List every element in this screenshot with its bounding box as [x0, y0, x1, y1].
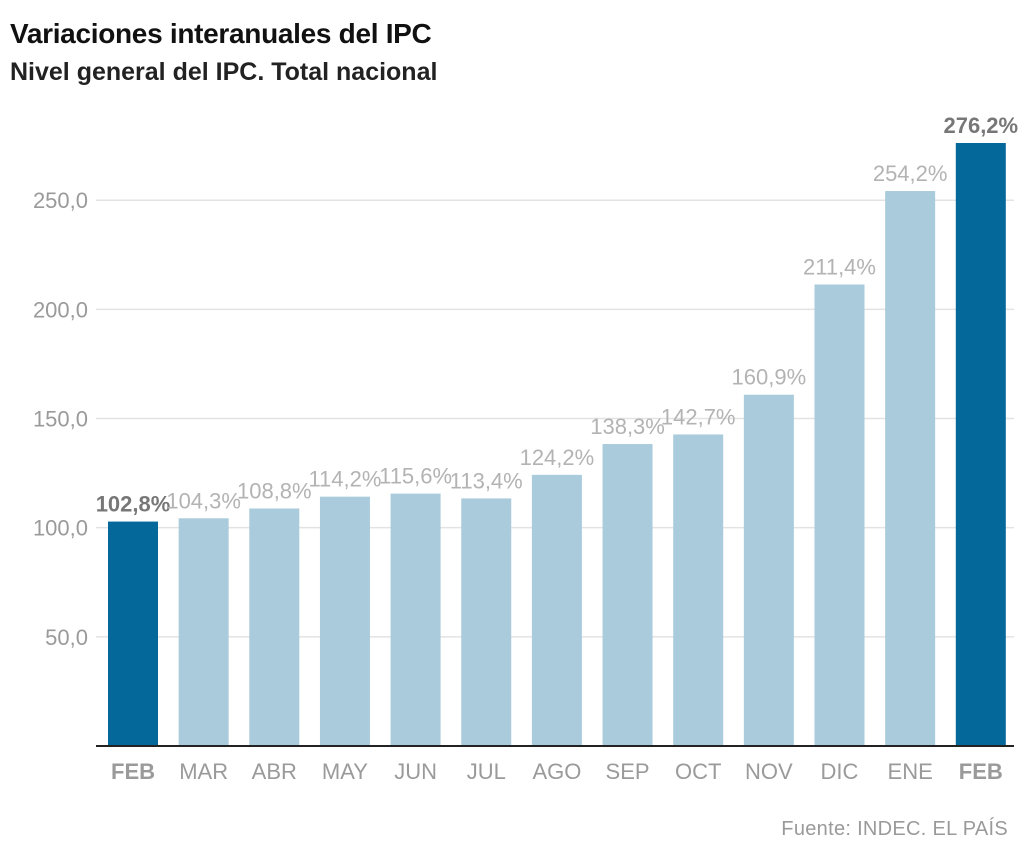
bar [602, 444, 653, 746]
x-tick-label: ENE [888, 759, 933, 784]
chart-subtitle: Nivel general del IPC. Total nacional [10, 58, 438, 86]
bar [814, 284, 865, 746]
x-tick-label: ABR [252, 759, 297, 784]
data-label: 138,3% [590, 414, 665, 439]
data-label: 102,8% [96, 492, 171, 517]
x-tick-label: OCT [675, 759, 721, 784]
y-tick-label: 200,0 [33, 297, 88, 322]
bar [390, 493, 441, 746]
data-label: 142,7% [661, 404, 736, 429]
x-tick-label: MAR [179, 759, 228, 784]
x-tick-label: JUN [394, 759, 437, 784]
x-tick-label: FEB [959, 759, 1003, 784]
bar [885, 191, 936, 747]
bar [461, 498, 512, 746]
data-label: 114,2% [308, 467, 381, 492]
data-label: 113,4% [450, 468, 523, 493]
source-note: Fuente: INDEC. EL PAÍS [781, 818, 1008, 840]
bar [108, 521, 158, 746]
x-tick-label: SEP [606, 759, 650, 784]
data-label: 124,2% [520, 445, 595, 470]
bar [178, 518, 229, 746]
bar [743, 394, 794, 746]
x-tick-label: JUL [467, 759, 506, 784]
data-label: 276,2% [943, 113, 1018, 138]
y-tick-label: 100,0 [33, 516, 88, 541]
x-tick-label: MAY [322, 759, 368, 784]
bar [531, 474, 582, 746]
data-label: 115,6% [379, 464, 452, 489]
chart-title: Variaciones interanuales del IPC [10, 18, 432, 49]
bar [319, 496, 370, 746]
data-label: 254,2% [873, 161, 948, 186]
bar [249, 508, 300, 746]
data-label: 104,3% [166, 488, 241, 513]
data-label: 211,4% [803, 254, 876, 279]
bar [955, 143, 1006, 746]
data-label: 160,9% [732, 365, 807, 390]
x-tick-label: FEB [111, 759, 155, 784]
bar [673, 434, 724, 746]
y-tick-label: 150,0 [33, 407, 88, 432]
data-label: 108,8% [237, 478, 312, 503]
y-tick-label: 50,0 [45, 625, 88, 650]
x-tick-label: AGO [532, 759, 581, 784]
x-tick-label: DIC [821, 759, 859, 784]
x-tick-label: NOV [745, 759, 793, 784]
y-tick-label: 250,0 [33, 188, 88, 213]
